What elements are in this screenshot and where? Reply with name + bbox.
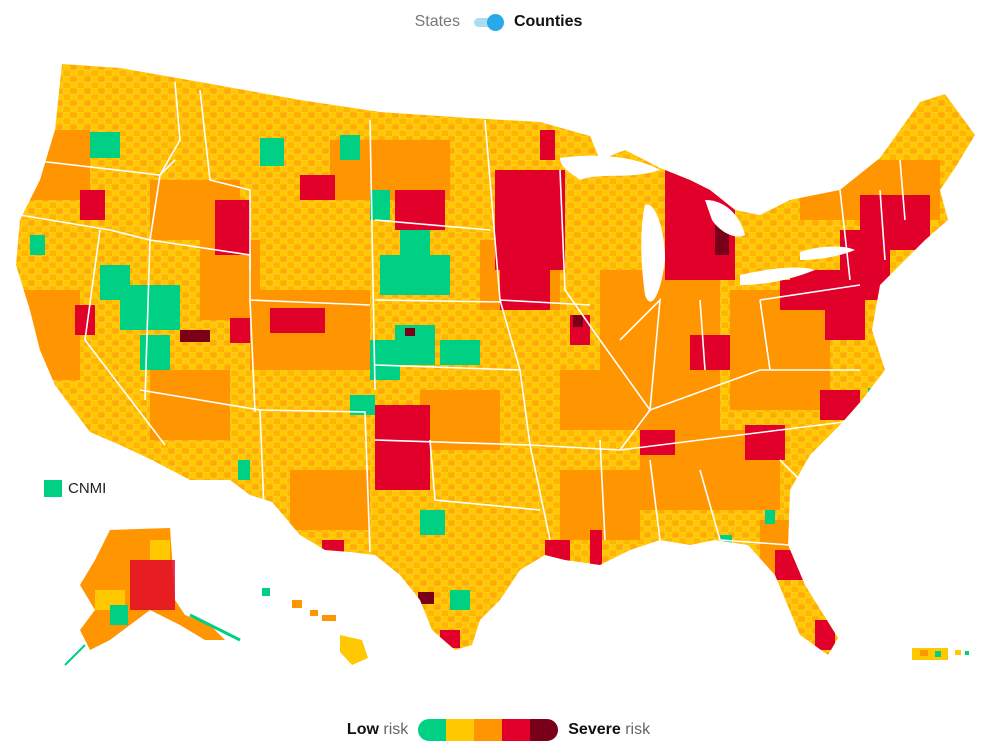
low-risk-regions xyxy=(30,132,876,610)
cnmi-color-swatch xyxy=(44,480,62,497)
legend-swatch-5 xyxy=(530,719,559,741)
us-county-risk-map[interactable] xyxy=(0,40,997,700)
toggle-states-label[interactable]: States xyxy=(414,13,460,30)
toggle-counties-label[interactable]: Counties xyxy=(513,13,583,30)
switch-knob[interactable] xyxy=(486,14,504,31)
legend-swatch-2 xyxy=(446,719,475,741)
legend-low-label: Low risk xyxy=(346,721,409,738)
map-svg[interactable] xyxy=(0,40,997,700)
cnmi-marker[interactable]: CNMI xyxy=(44,480,106,497)
alaska[interactable] xyxy=(64,528,241,666)
legend-swatch-3 xyxy=(474,719,503,741)
hawaii[interactable] xyxy=(292,600,368,665)
hawaii-kauai[interactable] xyxy=(262,588,270,596)
state-borders xyxy=(19,81,906,553)
legend-swatch-1 xyxy=(418,719,447,741)
geography-switch[interactable] xyxy=(472,14,504,31)
great-lakes xyxy=(560,155,855,302)
cnmi-label: CNMI xyxy=(68,480,107,497)
geography-toggle: States Counties xyxy=(0,10,997,34)
legend-swatch-4 xyxy=(502,719,531,741)
legend-high-label: Severe risk xyxy=(568,721,651,738)
risk-legend: Low risk Severe risk xyxy=(0,718,997,742)
legend-color-scale xyxy=(418,719,559,741)
puerto-rico[interactable] xyxy=(912,648,969,660)
